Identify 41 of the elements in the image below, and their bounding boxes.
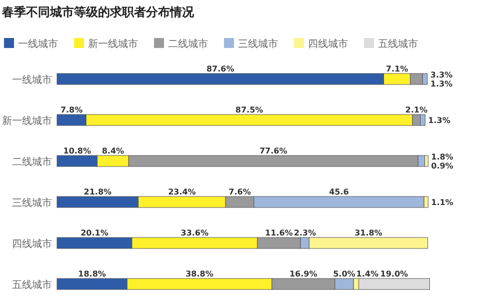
data-label: 2.3% (294, 228, 316, 238)
y-tick-label: 二线城市 (12, 156, 52, 168)
y-tick-label: 新一线城市 (2, 115, 52, 127)
data-label: 7.8% (60, 106, 83, 114)
data-label: 45.6 (329, 188, 350, 196)
data-label: 20.1% (80, 228, 108, 238)
data-label: 19.0% (380, 270, 408, 278)
data-label: 33.6% (180, 228, 209, 238)
data-label: 11.6% (265, 228, 293, 238)
data-label: 10.8% (63, 146, 92, 156)
data-label: 21.8% (84, 188, 112, 196)
data-label: 16.9% (289, 270, 318, 278)
data-label: 0.9% (431, 162, 454, 170)
legend-label: 三线城市 (238, 38, 278, 50)
y-tick-label: 四线城市 (12, 238, 52, 250)
data-label: 77.6% (259, 146, 288, 156)
data-label: 7.6% (228, 188, 251, 196)
legend-label: 新一线城市 (88, 38, 138, 50)
data-label: 2.1% (405, 106, 428, 114)
data-label: 18.8% (78, 270, 106, 278)
data-label: 1.3% (430, 80, 453, 88)
data-label: 1.1% (431, 198, 454, 207)
legend-label: 五线城市 (378, 38, 418, 50)
data-label: 5.0% (333, 270, 356, 278)
data-label: 1.3% (428, 116, 450, 125)
data-label: 3.3% (430, 70, 453, 80)
legend-label: 四线城市 (308, 38, 348, 50)
data-label: 87.5% (235, 106, 264, 114)
y-tick-label: 五线城市 (12, 279, 52, 291)
data-label: 1.8% (431, 152, 454, 162)
data-label: 31.8% (354, 228, 382, 238)
data-label: 1.4% (356, 270, 378, 278)
data-label: 87.6% (206, 64, 234, 74)
y-tick-label: 一线城市 (12, 74, 52, 86)
chart-title: 春季不同城市等级的求职者分布情况 (1, 5, 195, 19)
data-label: 23.4% (168, 188, 196, 196)
data-label: 8.4% (102, 146, 124, 156)
legend-label: 二线城市 (168, 38, 208, 50)
y-tick-label: 三线城市 (12, 197, 52, 209)
data-label: 7.1% (386, 64, 408, 74)
data-label: 38.8% (186, 270, 214, 278)
